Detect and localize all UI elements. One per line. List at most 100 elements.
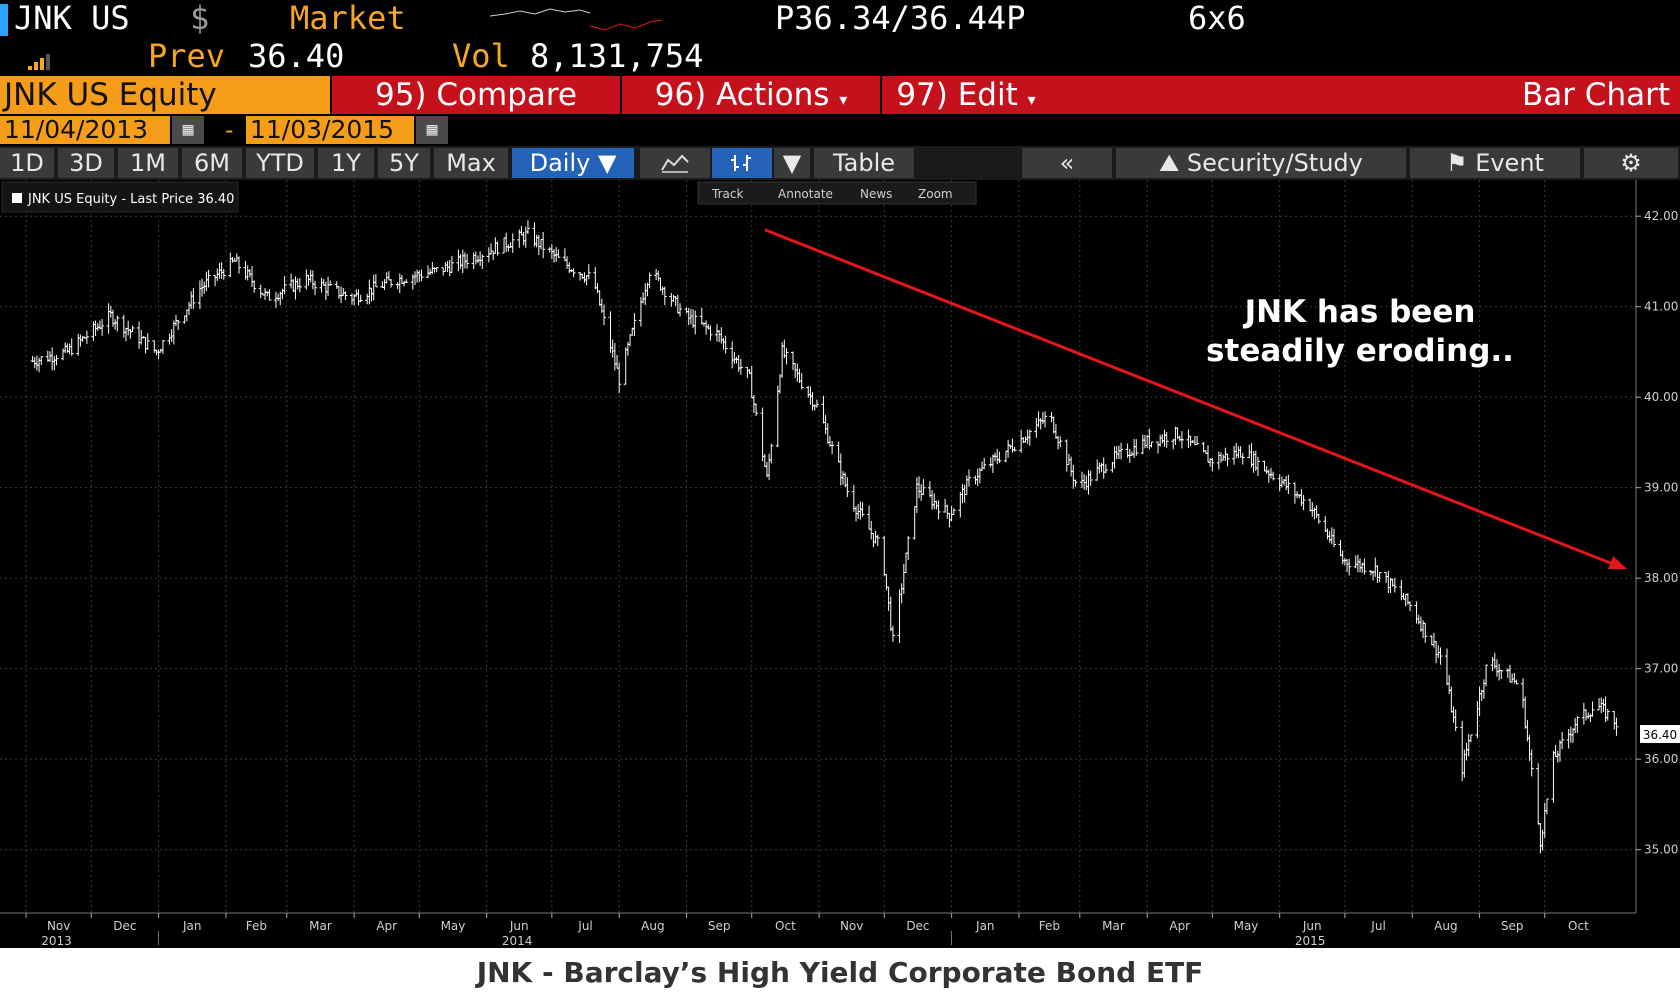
- range-button-1d[interactable]: 1D: [0, 148, 54, 178]
- x-tick-label: Oct: [775, 919, 796, 933]
- bar-chart-icon[interactable]: [712, 148, 772, 178]
- price-chart[interactable]: 42.00 41.00 40.00 39.00 38.00 37.00 36.00 35.00…: [0, 180, 1680, 945]
- range-button-6m[interactable]: 6M: [182, 148, 242, 178]
- y-tick-label: 41.00: [1644, 300, 1678, 314]
- y-tick-label: 38.00: [1644, 571, 1678, 585]
- actions-button[interactable]: 96) Actions ▾: [620, 76, 880, 114]
- year-label: 2014: [502, 934, 533, 945]
- start-calendar-icon[interactable]: ▦: [172, 116, 204, 144]
- legend-box: JNK US Equity - Last Price 36.40: [1, 181, 239, 213]
- trend-arrow: [764, 228, 1628, 570]
- actions-label: 96) Actions: [654, 77, 830, 113]
- y-tick-label: 42.00: [1644, 209, 1678, 223]
- x-tick-label: Dec: [906, 919, 929, 933]
- table-button[interactable]: Table: [814, 148, 914, 178]
- range-button-1y[interactable]: 1Y: [318, 148, 374, 178]
- vol-value: 8,131,754: [530, 37, 704, 75]
- arrow-head-icon: [1607, 556, 1628, 570]
- range-button-1m[interactable]: 1M: [118, 148, 178, 178]
- x-tick-label: Jan: [182, 919, 202, 933]
- x-tick-label: Jun: [509, 919, 529, 933]
- security-field[interactable]: JNK US Equity: [0, 76, 330, 114]
- x-tick-label: Oct: [1568, 919, 1589, 933]
- x-tick-label: Dec: [113, 919, 136, 933]
- range-button-ytd[interactable]: YTD: [246, 148, 314, 178]
- start-date-field[interactable]: 11/04/2013: [0, 116, 170, 144]
- x-tick-label: Nov: [840, 919, 863, 933]
- subtool-track[interactable]: Track: [711, 187, 743, 201]
- x-tick-label: Apr: [1169, 919, 1190, 933]
- security-study-button[interactable]: ⛰ Security/Study: [1116, 148, 1406, 178]
- subtool-annotate[interactable]: Annotate: [778, 187, 833, 201]
- subtool-bar: Track Annotate News Zoom: [697, 181, 977, 205]
- y-tick-label: 39.00: [1644, 481, 1678, 495]
- legend-text: JNK US Equity - Last Price 36.40: [27, 192, 234, 207]
- x-tick-label: Sep: [1501, 919, 1524, 933]
- x-tick-label: Apr: [376, 919, 397, 933]
- line-chart-icon[interactable]: [640, 148, 710, 178]
- end-calendar-icon[interactable]: ▦: [416, 116, 448, 144]
- range-button-5y[interactable]: 5Y: [378, 148, 430, 178]
- range-button-max[interactable]: Max: [434, 148, 508, 178]
- annotation-line-1: JNK has been: [1243, 294, 1476, 330]
- prev-label: Prev: [148, 37, 226, 75]
- security-study-label: Security/Study: [1186, 149, 1363, 177]
- x-tick-label: Jun: [1302, 919, 1322, 933]
- prev-value: 36.40: [248, 37, 345, 75]
- price-tag-text: 36.40: [1643, 728, 1677, 742]
- y-tick-label: 35.00: [1644, 843, 1678, 857]
- bid-ask-quote: P36.34/36.44P: [775, 0, 1026, 37]
- x-tick-label: May: [441, 919, 466, 933]
- currency-label: $: [190, 0, 210, 37]
- x-tick-label: Jul: [1370, 919, 1385, 933]
- x-tick-label: Mar: [1102, 919, 1125, 933]
- x-tick-label: Mar: [309, 919, 332, 933]
- price-bars: [30, 220, 1619, 854]
- security-indicator: [0, 4, 8, 36]
- subtool-zoom[interactable]: Zoom: [918, 187, 953, 201]
- date-separator: -: [222, 116, 237, 144]
- ticker-symbol[interactable]: JNK US: [14, 0, 130, 37]
- year-label: 2013: [41, 934, 72, 945]
- range-button-3d[interactable]: 3D: [58, 148, 114, 178]
- y-tick-label: 36.00: [1644, 752, 1678, 766]
- trend-line: [764, 228, 1614, 566]
- x-tick-label: Jan: [975, 919, 995, 933]
- x-axis: Nov Dec Jan Feb Mar Apr May Jun Jul Aug Sep Oct Nov D…: [25, 913, 1589, 945]
- edit-dropdown-icon: ▾: [1027, 90, 1036, 109]
- ticker-row: JNK US $ Market P36.34/36.44P 6x6: [0, 0, 1680, 38]
- x-tick-label: Jul: [577, 919, 592, 933]
- legend-swatch: [12, 193, 22, 203]
- event-button[interactable]: ⚑ Event: [1410, 148, 1580, 178]
- year-label: 2015: [1295, 934, 1326, 945]
- collapse-icon[interactable]: «: [1022, 148, 1112, 178]
- bid-ask-size: 6x6: [1188, 0, 1246, 37]
- chart-style-dropdown-icon[interactable]: ▼: [774, 148, 810, 178]
- chart-grid: [0, 180, 1637, 914]
- settings-gear-icon[interactable]: ⚙: [1584, 148, 1678, 178]
- compare-button[interactable]: 95) Compare: [330, 76, 620, 114]
- figure-caption: JNK - Barclay’s High Yield Corporate Bon…: [0, 948, 1680, 997]
- y-tick-label: 40.00: [1644, 390, 1678, 404]
- x-tick-label: Nov: [47, 919, 70, 933]
- x-tick-label: Feb: [246, 919, 267, 933]
- frequency-dropdown[interactable]: Daily ▼: [512, 148, 634, 178]
- event-label: Event: [1475, 149, 1544, 177]
- x-tick-label: Aug: [1434, 919, 1457, 933]
- flag-icon: ⚑: [1446, 149, 1476, 177]
- x-tick-label: Aug: [641, 919, 664, 933]
- edit-button[interactable]: 97) Edit ▾: [880, 76, 1050, 114]
- stats-row: Prev 36.40 Vol 8,131,754: [0, 38, 1680, 76]
- study-icon: ⛰: [1159, 149, 1187, 177]
- end-date-field[interactable]: 11/03/2015: [246, 116, 414, 144]
- x-tick-label: Feb: [1039, 919, 1060, 933]
- annotation-line-2: steadily eroding..: [1206, 333, 1514, 369]
- x-tick-label: May: [1234, 919, 1259, 933]
- x-tick-label: Sep: [708, 919, 731, 933]
- actions-dropdown-icon: ▾: [839, 90, 848, 109]
- y-tick-label: 37.00: [1644, 662, 1678, 676]
- y-axis: 42.00 41.00 40.00 39.00 38.00 37.00 36.00 35.00: [1636, 209, 1678, 857]
- chart-type-label[interactable]: Bar Chart: [1521, 77, 1670, 113]
- subtool-news[interactable]: News: [860, 187, 892, 201]
- sparkline-icon: [490, 8, 663, 31]
